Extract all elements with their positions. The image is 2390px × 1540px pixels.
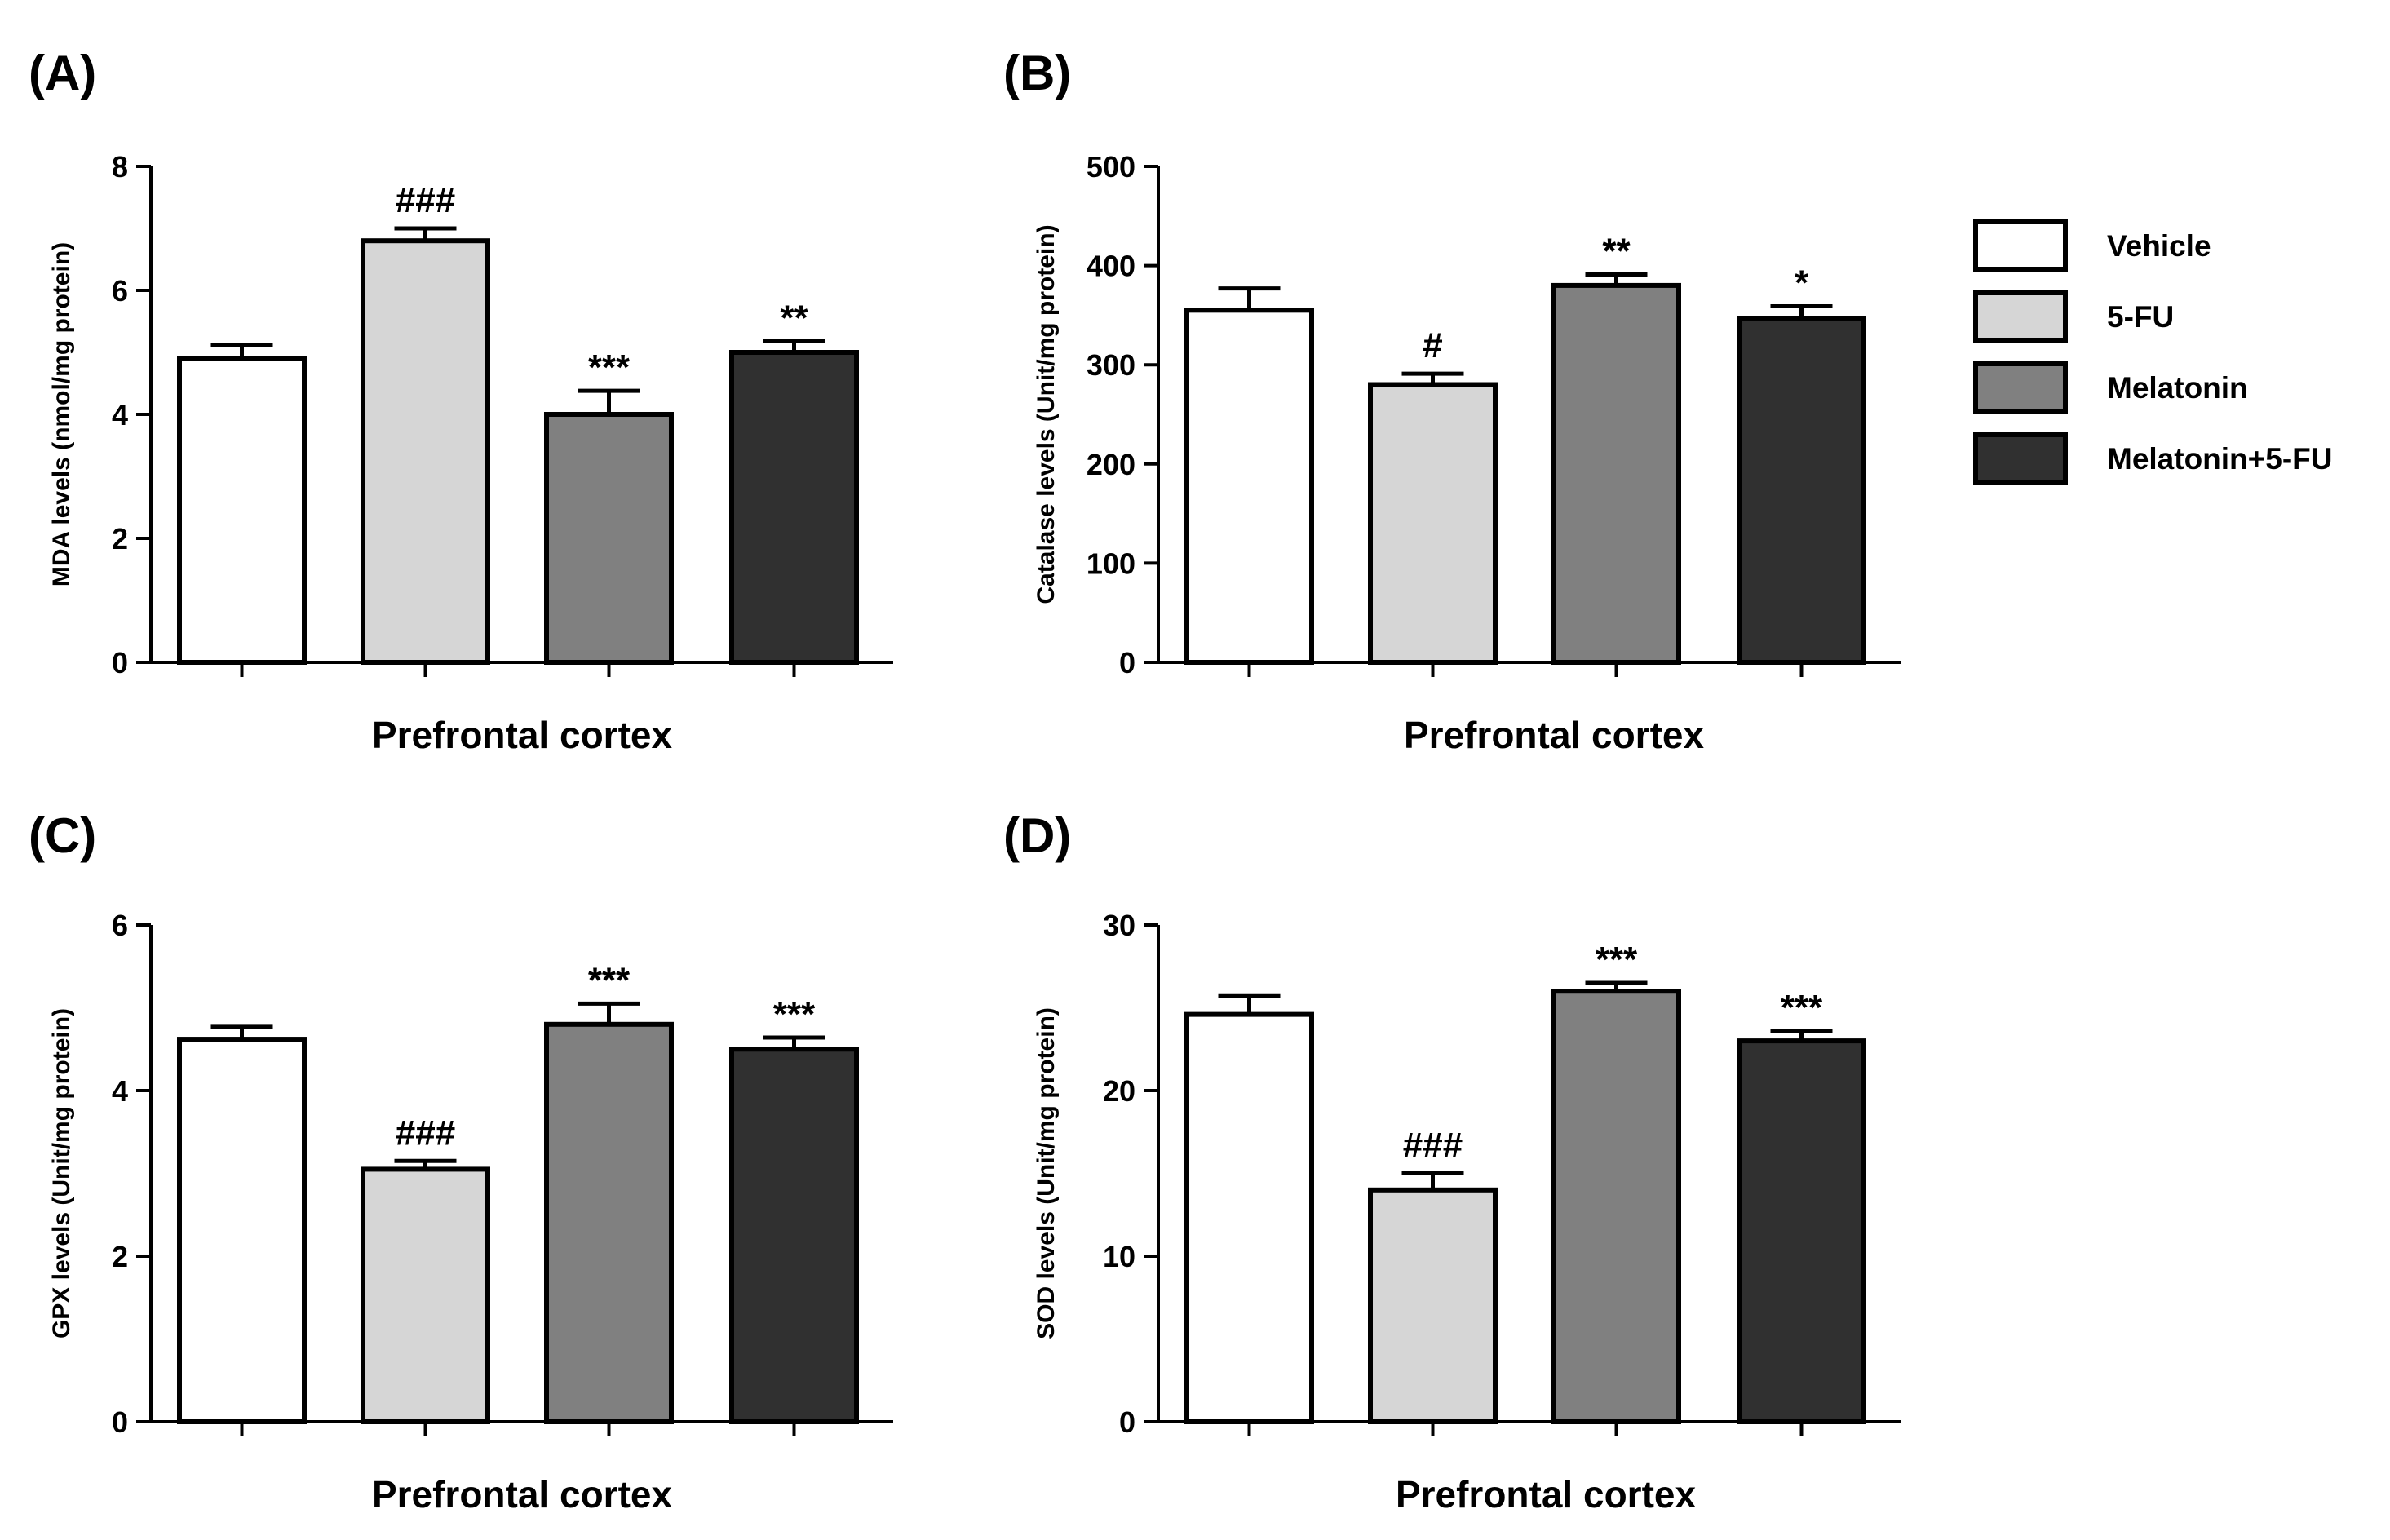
bar-melatonin-5-fu	[729, 350, 859, 665]
legend-label: Vehicle	[2107, 229, 2211, 263]
panel-label: (D)	[1003, 808, 1071, 863]
legend-label: Melatonin	[2107, 371, 2248, 405]
significance-label: ***	[1781, 988, 1823, 1028]
significance-label: ###	[1403, 1126, 1463, 1166]
chart-panel-0: (A) 0 2 4 6 8 MDA levels (nmol/mg protein) Pref…	[29, 46, 893, 756]
bar-melatonin	[544, 412, 674, 665]
chart-panel-3: (D) 0 10 20 30 SOD levels (Unit/mg protein) Pr…	[1003, 808, 1901, 1516]
y-axis-title: MDA levels (nmol/mg protein)	[48, 242, 75, 586]
y-tick-label: 100	[1087, 547, 1135, 580]
legend-swatch	[1973, 219, 2068, 272]
bar-5-fu	[361, 1166, 490, 1425]
y-tick-label: 300	[1087, 348, 1135, 382]
y-tick-label: 0	[112, 1405, 128, 1439]
y-tick-label: 200	[1087, 448, 1135, 481]
legend: Vehicle 5-FU Melatonin Melatonin+5-FU	[1973, 219, 2333, 485]
legend-swatch	[1973, 361, 2068, 414]
y-tick-label: 4	[112, 1074, 128, 1108]
panels: (A) 0 2 4 6 8 MDA levels (nmol/mg protein) Pref…	[29, 46, 1901, 1516]
significance-label: **	[780, 298, 808, 338]
legend-label: Melatonin+5-FU	[2107, 442, 2333, 476]
y-tick-label: 20	[1103, 1074, 1135, 1108]
bar-5-fu	[361, 238, 490, 665]
y-tick-label: 2	[112, 1240, 128, 1273]
bar-melatonin-5-fu	[729, 1047, 859, 1424]
y-axis-title: Catalase levels (Unit/mg protein)	[1033, 224, 1060, 604]
significance-label: #	[1423, 325, 1442, 365]
legend-swatch	[1973, 432, 2068, 485]
y-tick-label: 0	[112, 646, 128, 679]
significance-label: ###	[396, 180, 455, 220]
bar-melatonin-5-fu	[1737, 316, 1866, 665]
significance-label: ***	[588, 347, 631, 387]
significance-label: ***	[773, 994, 816, 1034]
bar-vehicle	[177, 356, 307, 665]
x-axis-label: Prefrontal cortex	[1404, 714, 1705, 756]
y-tick-label: 6	[112, 274, 128, 308]
panel-label: (B)	[1003, 46, 1071, 100]
bar-melatonin	[1551, 282, 1681, 665]
y-tick-label: 30	[1103, 909, 1135, 942]
bar-melatonin	[1551, 989, 1681, 1424]
significance-label: ***	[588, 960, 631, 1000]
legend-swatch	[1973, 290, 2068, 343]
bar-5-fu	[1368, 382, 1498, 665]
chart-panel-1: (B) 0 100 200 300 400 500 Catalase levels (Unit…	[1003, 46, 1901, 756]
y-tick-label: 500	[1087, 150, 1135, 184]
bar-vehicle	[177, 1037, 307, 1424]
y-axis-title: SOD levels (Unit/mg protein)	[1033, 1007, 1060, 1339]
significance-label: **	[1602, 232, 1631, 272]
legend-label: 5-FU	[2107, 300, 2174, 334]
chart-panel-2: (C) 0 2 4 6 GPX levels (Unit/mg protein) Prefr…	[29, 808, 893, 1516]
x-axis-label: Prefrontal cortex	[372, 1473, 673, 1516]
panel-label: (C)	[29, 808, 96, 863]
y-axis-title: GPX levels (Unit/mg protein)	[48, 1008, 75, 1339]
significance-label: ***	[1596, 940, 1638, 980]
panel-label: (A)	[29, 46, 96, 100]
y-tick-label: 0	[1119, 646, 1135, 679]
y-tick-label: 4	[112, 398, 128, 431]
bar-vehicle	[1184, 1011, 1314, 1424]
bar-vehicle	[1184, 308, 1314, 665]
y-tick-label: 2	[112, 522, 128, 555]
significance-label: ###	[396, 1113, 455, 1153]
significance-label: *	[1795, 263, 1809, 303]
y-tick-label: 8	[112, 150, 128, 184]
x-axis-label: Prefrontal cortex	[372, 714, 673, 756]
bar-melatonin	[544, 1021, 674, 1425]
y-tick-label: 6	[112, 909, 128, 942]
y-tick-label: 0	[1119, 1405, 1135, 1439]
x-axis-label: Prefrontal cortex	[1396, 1473, 1697, 1516]
y-tick-label: 400	[1087, 250, 1135, 283]
bar-5-fu	[1368, 1187, 1498, 1425]
y-tick-label: 10	[1103, 1240, 1135, 1273]
bar-melatonin-5-fu	[1737, 1038, 1866, 1424]
